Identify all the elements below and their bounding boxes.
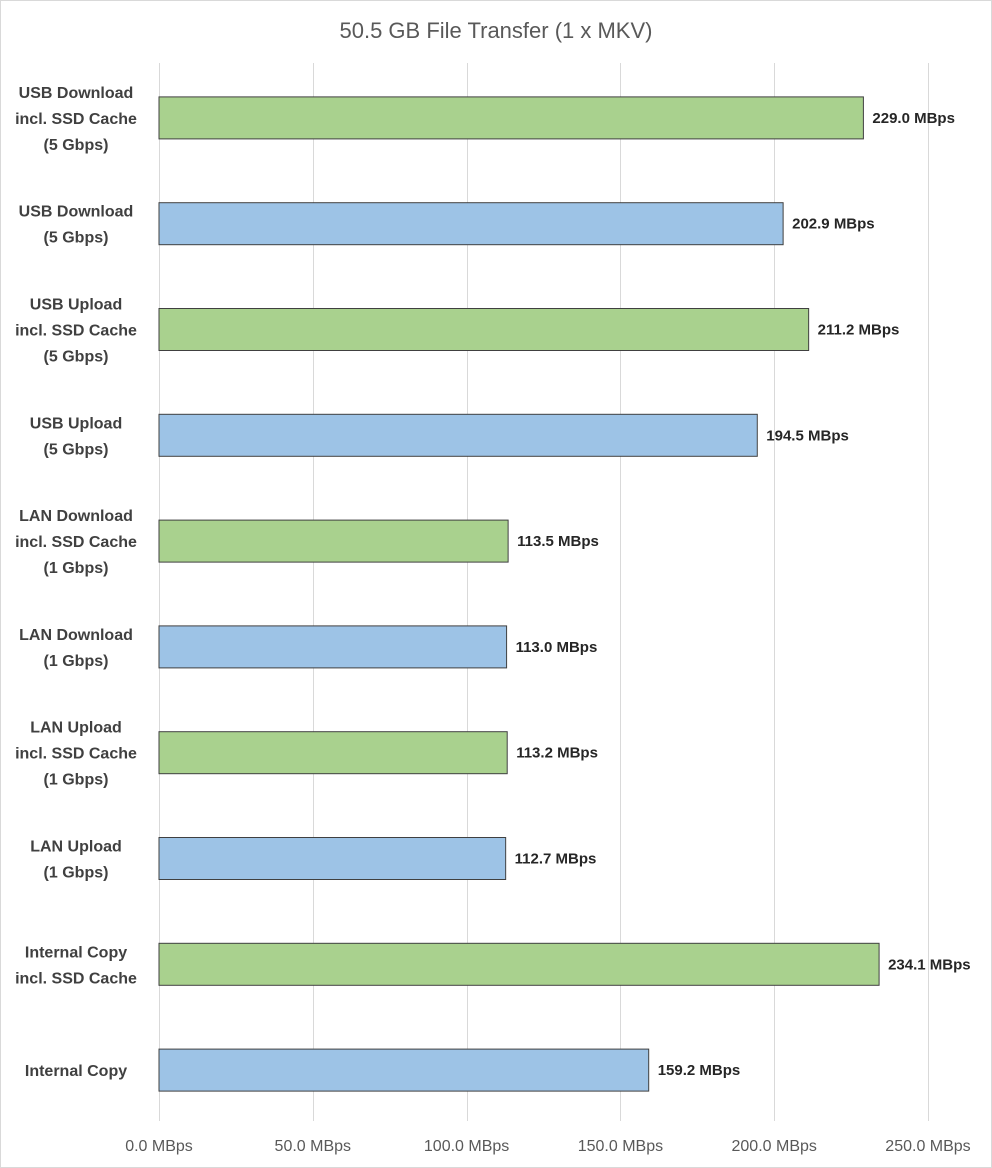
bar — [158, 731, 508, 775]
category-label-line: Internal Copy — [25, 944, 127, 961]
x-axis-tick-labels: 0.0 MBps 50.0 MBps 100.0 MBps 150.0 MBps 200… — [125, 1138, 970, 1155]
category-label: Internal Copy — [25, 1063, 127, 1080]
data-label: 194.5 MBps — [766, 427, 849, 444]
category-label-line: USB Upload — [30, 415, 122, 432]
category-label-line: (5 Gbps) — [44, 230, 109, 247]
data-labels: 229.0 MBps 202.9 MBps 211.2 MBps 194.5 MBps… — [515, 110, 971, 1079]
data-label: 113.0 MBps — [516, 639, 598, 656]
x-tick-label: 200.0 MBps — [732, 1138, 817, 1155]
x-tick-label: 250.0 MBps — [885, 1138, 970, 1155]
bar — [158, 1048, 650, 1092]
category-label: USB Upload incl. SSD Cache (5 Gbps) — [15, 297, 137, 366]
category-label-line: (1 Gbps) — [44, 653, 109, 670]
category-label-line: incl. SSD Cache — [15, 323, 137, 340]
x-tick-label: 50.0 MBps — [275, 1138, 351, 1155]
category-label-line: USB Upload — [30, 297, 122, 314]
category-label-line: (5 Gbps) — [44, 137, 109, 154]
bar — [158, 837, 507, 880]
category-label-line: USB Download — [19, 85, 134, 102]
category-label: Internal Copy incl. SSD Cache — [15, 944, 137, 987]
category-label: USB Download (5 Gbps) — [19, 204, 134, 247]
data-label: 159.2 MBps — [658, 1062, 741, 1079]
x-tick-label: 0.0 MBps — [125, 1138, 193, 1155]
category-label-line: (1 Gbps) — [44, 560, 109, 577]
bar — [158, 96, 864, 140]
data-label: 234.1 MBps — [888, 956, 971, 973]
category-label-line: LAN Upload — [30, 839, 122, 856]
category-label: USB Download incl. SSD Cache (5 Gbps) — [15, 85, 137, 154]
category-label-line: (1 Gbps) — [44, 772, 109, 789]
bar — [158, 202, 784, 246]
chart-title: 50.5 GB File Transfer (1 x MKV) — [340, 18, 653, 43]
bar — [158, 942, 880, 986]
category-label-line: USB Download — [19, 204, 134, 221]
data-label: 229.0 MBps — [872, 110, 955, 127]
bar — [158, 413, 758, 457]
category-label-line: incl. SSD Cache — [15, 111, 137, 128]
category-label-line: incl. SSD Cache — [15, 746, 137, 763]
data-label: 112.7 MBps — [515, 851, 597, 868]
x-tick-label: 100.0 MBps — [424, 1138, 509, 1155]
data-label: 211.2 MBps — [818, 322, 900, 339]
category-label-line: (5 Gbps) — [44, 349, 109, 366]
category-label-line: Internal Copy — [25, 1063, 127, 1080]
data-label: 113.5 MBps — [517, 533, 599, 550]
category-label-line: incl. SSD Cache — [15, 534, 137, 551]
data-label: 202.9 MBps — [792, 216, 875, 233]
category-label-line: LAN Download — [19, 627, 133, 644]
category-label-line: LAN Download — [19, 508, 133, 525]
bar — [158, 308, 810, 351]
data-label: 113.2 MBps — [516, 745, 598, 762]
category-labels: USB Download incl. SSD Cache (5 Gbps)USB D… — [15, 85, 137, 1080]
category-label: LAN Upload (1 Gbps) — [30, 839, 122, 882]
category-label: LAN Upload incl. SSD Cache (1 Gbps) — [15, 720, 137, 789]
x-tick-label: 150.0 MBps — [578, 1138, 663, 1155]
category-label-line: incl. SSD Cache — [15, 970, 137, 987]
category-label: LAN Download (1 Gbps) — [19, 627, 133, 670]
category-label: USB Upload (5 Gbps) — [30, 415, 122, 458]
category-label: LAN Download incl. SSD Cache (1 Gbps) — [15, 508, 137, 577]
category-label-line: (5 Gbps) — [44, 441, 109, 458]
bar — [158, 519, 509, 563]
bars — [158, 96, 880, 1092]
bar — [158, 625, 508, 669]
category-label-line: (1 Gbps) — [44, 865, 109, 882]
category-label-line: LAN Upload — [30, 720, 122, 737]
